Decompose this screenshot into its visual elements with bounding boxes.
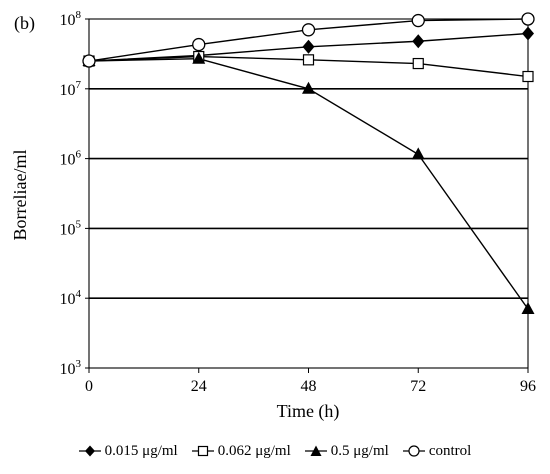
triangle-marker <box>192 51 206 64</box>
circle-marker <box>192 37 206 52</box>
y-tick-base: 10 <box>60 291 76 308</box>
legend: 0.015 μg/ml 0.062 μg/ml 0.5 μg/ml contro… <box>0 436 550 466</box>
circle-marker <box>82 54 96 68</box>
diamond-marker-icon <box>78 445 101 457</box>
legend-label: 0.5 μg/ml <box>330 442 389 459</box>
x-tick-label: 48 <box>301 378 317 395</box>
series-markers-3 <box>82 12 535 68</box>
y-tick-exponent: 6 <box>76 149 82 161</box>
x-tick-label: 72 <box>410 378 426 395</box>
y-tick-exponent: 7 <box>76 79 82 91</box>
plot-frame <box>88 18 529 369</box>
square-marker-icon <box>191 445 214 457</box>
x-axis-title: Time (h) <box>277 401 340 422</box>
triangle-marker-icon <box>304 445 327 456</box>
diamond-marker <box>302 39 315 54</box>
legend-item-control: control <box>402 442 472 460</box>
diamond-marker <box>412 34 425 49</box>
series-group <box>82 12 535 315</box>
legend-label: control <box>428 442 472 459</box>
triangle-marker <box>411 147 425 160</box>
legend-item-05: 0.5 μg/ml <box>304 442 389 460</box>
panel-label: (b) <box>14 13 35 34</box>
legend-item-0015: 0.015 μg/ml <box>78 442 178 460</box>
square-marker <box>412 57 424 70</box>
x-axis-ticks: 0 24 48 72 96 <box>85 368 536 395</box>
diamond-marker <box>522 26 534 41</box>
y-tick-label: 107 <box>60 79 82 99</box>
y-tick-label: 108 <box>60 9 82 29</box>
y-tick-exponent: 3 <box>76 358 82 370</box>
circle-marker <box>521 12 535 26</box>
y-tick-base: 10 <box>60 152 76 169</box>
circle-marker <box>411 13 425 28</box>
triangle-marker <box>521 302 535 315</box>
circle-marker <box>301 23 316 37</box>
legend-label: 0.062 μg/ml <box>217 442 291 459</box>
triangle-marker <box>302 81 315 94</box>
series-line <box>88 57 529 310</box>
x-tick-label: 0 <box>85 378 93 395</box>
y-tick-label: 103 <box>60 358 82 378</box>
y-tick-base: 10 <box>60 82 76 99</box>
series-markers-1 <box>83 50 534 83</box>
y-tick-base: 10 <box>60 361 76 378</box>
y-tick-exponent: 5 <box>76 218 82 230</box>
y-tick-exponent: 8 <box>76 9 82 21</box>
y-tick-base: 10 <box>60 221 76 238</box>
x-tick-label: 96 <box>520 378 536 395</box>
series-markers-2 <box>82 51 535 315</box>
plot-border <box>88 18 529 369</box>
y-tick-base: 10 <box>60 12 76 29</box>
square-marker <box>522 70 534 83</box>
y-axis-title: Borreliae/ml <box>10 150 30 241</box>
legend-label: 0.015 μg/ml <box>104 442 178 459</box>
y-tick-label: 104 <box>60 288 82 308</box>
series-2 <box>88 57 529 310</box>
square-marker <box>302 54 315 66</box>
y-tick-label: 105 <box>60 218 82 238</box>
grid-lines <box>89 18 528 369</box>
y-tick-exponent: 4 <box>76 288 82 300</box>
x-tick-label: 24 <box>191 378 207 395</box>
y-tick-label: 106 <box>60 149 82 169</box>
legend-item-0062: 0.062 μg/ml <box>191 442 291 460</box>
circle-marker-icon <box>402 445 425 457</box>
